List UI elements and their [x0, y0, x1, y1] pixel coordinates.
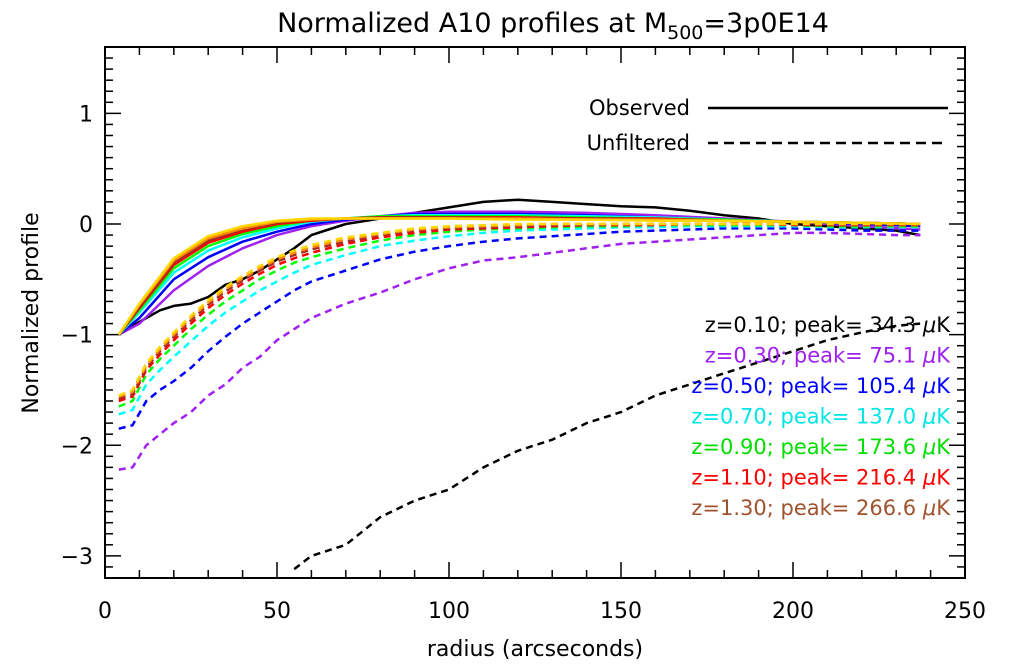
- annotation-unit-mu: μ: [922, 374, 936, 398]
- peak-annotation: z=0.90; peak= 173.6 μK: [691, 435, 951, 459]
- annotation-peak-value: ; peak= 34.3: [780, 313, 923, 337]
- x-tick-label: 150: [600, 599, 642, 624]
- observed-series-line-8: [117, 217, 921, 336]
- unfiltered-series-group: [118, 222, 921, 571]
- peak-annotation: z=1.10; peak= 216.4 μK: [691, 466, 951, 490]
- y-tick-label: −3: [61, 545, 93, 570]
- axis-ticks: [104, 46, 966, 579]
- y-axis-label: Normalized profile: [19, 212, 44, 413]
- legend: Observed Unfiltered: [587, 96, 948, 155]
- peak-annotation: z=0.30; peak= 75.1 μK: [705, 344, 952, 368]
- peak-annotation: z=0.70; peak= 137.0 μK: [691, 405, 951, 429]
- annotation-unit-k: K: [936, 313, 951, 337]
- peak-annotation: z=0.10; peak= 34.3 μK: [705, 313, 952, 337]
- annotation-redshift: z=0.10: [705, 313, 780, 337]
- x-tick-label: 100: [428, 599, 470, 624]
- x-tick-label: 0: [98, 599, 112, 624]
- y-tick-label: −1: [61, 324, 93, 349]
- observed-series-group: [117, 198, 921, 336]
- y-tick-label: 1: [79, 102, 93, 127]
- x-tick-label: 50: [263, 599, 291, 624]
- annotation-unit-k: K: [936, 496, 951, 520]
- annotation-redshift: z=0.90: [691, 435, 766, 459]
- annotation-peak-value: ; peak= 173.6: [767, 435, 923, 459]
- unfiltered-series-line-0: [293, 322, 921, 571]
- legend-label: Unfiltered: [587, 131, 690, 155]
- x-tick-labels: 0 50 100 150 200 250: [98, 599, 986, 624]
- annotation-unit-mu: μ: [922, 344, 936, 368]
- annotation-unit-mu: μ: [922, 466, 936, 490]
- x-tick-label: 250: [944, 599, 986, 624]
- chart-title-tail: =3p0E14: [703, 8, 829, 39]
- annotation-unit-k: K: [936, 435, 951, 459]
- annotation-unit-mu: μ: [922, 435, 936, 459]
- peak-annotations: z=0.10; peak= 34.3 μKz=0.30; peak= 75.1 …: [691, 313, 951, 520]
- unfiltered-series-line-8: [118, 222, 921, 397]
- annotation-redshift: z=1.30: [691, 496, 766, 520]
- chart-title-subscript: 500: [667, 22, 703, 44]
- annotation-peak-value: ; peak= 216.4: [767, 466, 923, 490]
- annotation-unit-mu: μ: [922, 405, 936, 429]
- annotation-peak-value: ; peak= 105.4: [767, 374, 923, 398]
- y-tick-label: −2: [61, 434, 93, 459]
- peak-annotation: z=0.50; peak= 105.4 μK: [691, 374, 951, 398]
- annotation-unit-mu: μ: [922, 496, 936, 520]
- annotation-redshift: z=0.50: [691, 374, 766, 398]
- annotation-unit-k: K: [936, 374, 951, 398]
- annotation-peak-value: ; peak= 75.1: [780, 344, 923, 368]
- annotation-unit-mu: μ: [922, 313, 936, 337]
- annotation-unit-k: K: [936, 405, 951, 429]
- annotation-redshift: z=0.70: [691, 405, 766, 429]
- chart-title-main: Normalized A10 profiles at M: [277, 8, 667, 39]
- annotation-peak-value: ; peak= 137.0: [767, 405, 923, 429]
- x-axis-label: radius (arcseconds): [427, 637, 643, 662]
- legend-label: Observed: [589, 96, 690, 120]
- annotation-redshift: z=1.10: [691, 466, 766, 490]
- chart-title: Normalized A10 profiles at M500=3p0E14: [277, 8, 829, 44]
- x-tick-label: 200: [772, 599, 814, 624]
- annotation-unit-k: K: [936, 466, 951, 490]
- unfiltered-series-line-2: [118, 227, 921, 430]
- annotation-unit-k: K: [936, 344, 951, 368]
- y-tick-labels: 1 0 −1 −2 −3: [61, 102, 93, 570]
- annotation-peak-value: ; peak= 266.6: [767, 496, 923, 520]
- peak-annotation: z=1.30; peak= 266.6 μK: [691, 496, 951, 520]
- annotation-redshift: z=0.30: [705, 344, 780, 368]
- y-tick-label: 0: [79, 213, 93, 238]
